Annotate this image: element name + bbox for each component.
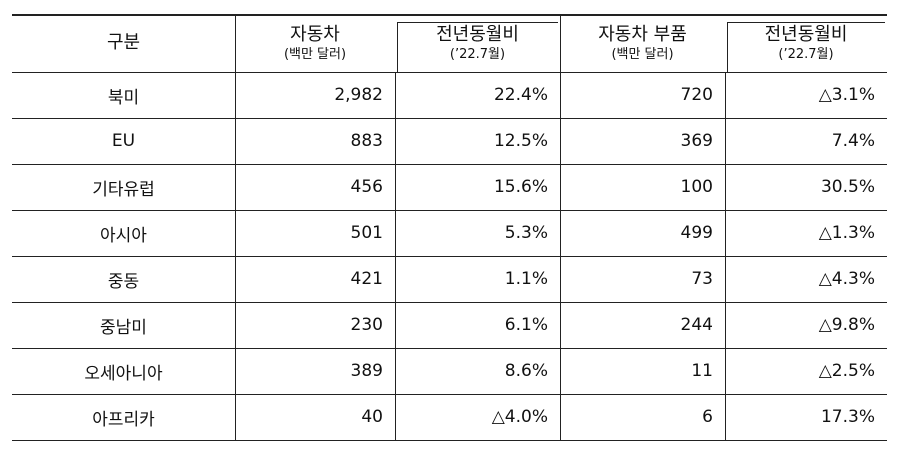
header-title: 자동차	[290, 23, 340, 45]
value-cell: 501	[350, 223, 383, 243]
header-cell: 전년동월비 (’22.7월)	[395, 14, 560, 72]
border-line	[397, 22, 398, 72]
region-cell: 아시아	[100, 225, 147, 246]
header-title: 전년동월비	[764, 23, 848, 45]
value-cell: 421	[350, 269, 383, 289]
value-cell: 1.1%	[504, 269, 548, 289]
value-cell: 230	[350, 315, 383, 335]
value-cell: 2,982	[334, 85, 383, 105]
header-title: 구분	[106, 32, 141, 53]
region-cell: 아프리카	[92, 409, 155, 430]
value-cell: 22.4%	[493, 85, 548, 105]
border-line	[12, 256, 887, 257]
header-unit: (백만 달러)	[283, 46, 347, 62]
border-line	[397, 22, 558, 23]
value-cell: △4.3%	[818, 269, 875, 289]
value-cell: △3.1%	[818, 85, 875, 105]
value-cell: △2.5%	[818, 361, 875, 381]
value-cell: △9.8%	[818, 315, 875, 335]
border-line	[12, 118, 887, 119]
value-cell: 100	[680, 177, 713, 197]
value-cell: 11	[691, 361, 713, 381]
value-cell: 15.6%	[493, 177, 548, 197]
value-cell: 883	[350, 131, 383, 151]
region-cell: 중남미	[100, 317, 147, 338]
value-cell: 7.4%	[831, 131, 875, 151]
value-cell: 369	[680, 131, 713, 151]
region-cell: 중동	[107, 271, 140, 292]
border-line	[12, 302, 887, 303]
value-cell: 6.1%	[504, 315, 548, 335]
value-cell: 12.5%	[493, 131, 548, 151]
region-cell: 기타유럽	[92, 179, 155, 200]
header-cell: 자동차 부품 (백만 달러)	[560, 14, 725, 72]
border-line	[12, 394, 887, 395]
border-line	[235, 14, 236, 440]
border-line	[727, 22, 885, 23]
header-unit: (백만 달러)	[611, 46, 674, 62]
region-cell: 오세아니아	[84, 363, 163, 384]
value-cell: 244	[680, 315, 713, 335]
value-cell: 73	[691, 269, 713, 289]
value-cell: 40	[361, 407, 383, 427]
value-cell: 8.6%	[504, 361, 548, 381]
border-line	[12, 440, 887, 441]
border-line	[12, 348, 887, 349]
border-line	[560, 14, 561, 440]
value-cell: 5.3%	[504, 223, 548, 243]
header-cell: 자동차 (백만 달러)	[235, 14, 395, 72]
value-cell: 499	[680, 223, 713, 243]
border-line	[12, 72, 887, 73]
header-unit: (’22.7월)	[778, 46, 834, 62]
value-cell: △4.0%	[491, 407, 548, 427]
value-cell: 30.5%	[820, 177, 875, 197]
value-cell: 6	[702, 407, 713, 427]
border-line	[395, 72, 396, 440]
header-title: 자동차 부품	[598, 23, 687, 45]
border-line	[725, 72, 726, 440]
border-line	[12, 164, 887, 165]
border-line	[12, 14, 887, 16]
header-unit: (’22.7월)	[449, 46, 506, 62]
header-cell: 전년동월비 (’22.7월)	[725, 14, 887, 72]
header-title: 전년동월비	[436, 23, 519, 45]
header-cell: 구분	[12, 14, 235, 72]
value-cell: 389	[350, 361, 383, 381]
region-cell: 북미	[107, 87, 140, 108]
value-cell: 456	[350, 177, 383, 197]
value-cell: △1.3%	[818, 223, 875, 243]
value-cell: 720	[680, 85, 713, 105]
value-cell: 17.3%	[820, 407, 875, 427]
region-cell: EU	[111, 131, 136, 151]
border-line	[12, 210, 887, 211]
border-line	[727, 22, 728, 72]
